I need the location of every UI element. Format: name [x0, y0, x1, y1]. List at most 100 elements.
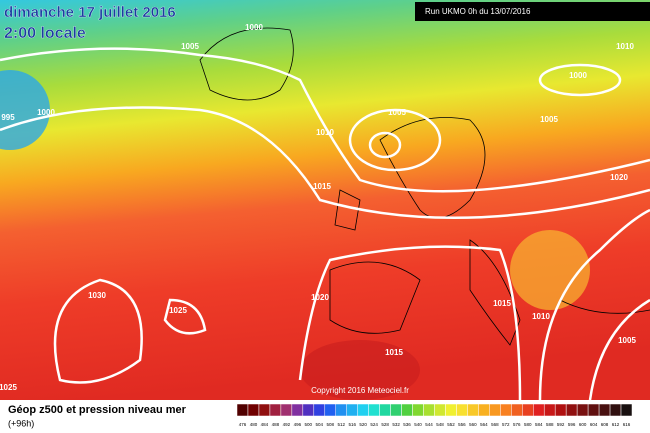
scale-label: 596: [568, 422, 576, 427]
legend-title: Géop z500 et pression niveau mer: [8, 404, 187, 416]
scale-label: 548: [436, 422, 444, 427]
scale-label: 616: [623, 422, 631, 427]
scale-label: 496: [294, 422, 302, 427]
scale-cell: [565, 403, 578, 417]
isobar-label: 995: [1, 113, 15, 122]
scale-cell: [445, 403, 457, 417]
scale-label: 600: [579, 422, 587, 427]
scale-cell: [434, 403, 446, 417]
isobar-label: 1020: [610, 173, 628, 182]
scale-label: 488: [272, 422, 280, 427]
isobar-label: 1005: [618, 336, 636, 345]
scale-label: 584: [535, 422, 543, 427]
scale-label: 604: [590, 422, 598, 427]
scale-cell: [500, 403, 512, 417]
scale-label: 476: [239, 422, 247, 427]
scale-cell: [423, 403, 435, 417]
scale-label: 504: [316, 422, 324, 427]
isobar-label: 1000: [37, 108, 55, 117]
scale-cell: [467, 403, 479, 417]
scale-cell: [412, 403, 424, 417]
scale-cell: [258, 403, 271, 417]
scale-label: 500: [305, 422, 313, 427]
scale-label: 564: [480, 422, 488, 427]
isobar-label: 1010: [616, 42, 634, 51]
scale-cell: [302, 403, 315, 417]
isobar-label: 1015: [385, 348, 403, 357]
scale-label: 532: [392, 422, 400, 427]
scale-label: 568: [491, 422, 499, 427]
scale-cell: [368, 403, 380, 417]
coastlines: [199, 27, 650, 346]
scale-cell: [620, 403, 633, 417]
hot-cell: [300, 340, 420, 400]
isobar-label: 1000: [245, 23, 263, 32]
isobar-label: 1000: [569, 71, 587, 80]
date-title: dimanche 17 juillet 2016: [4, 4, 176, 21]
scale-cell: [390, 403, 402, 417]
time-title: 2:00 locale: [4, 25, 86, 42]
scale-cell: [269, 403, 282, 417]
scale-cell: [335, 403, 347, 417]
scale-label: 536: [403, 422, 411, 427]
isobar-label: 1015: [493, 299, 511, 308]
scale-cell: [533, 403, 545, 417]
scale-label: 572: [502, 422, 510, 427]
isobar-label: 1015: [313, 182, 331, 191]
scale-label: 560: [469, 422, 477, 427]
scale-label: 580: [524, 422, 532, 427]
warm-cell: [510, 230, 590, 310]
scale-label: 520: [359, 422, 367, 427]
isobars: [0, 47, 650, 401]
scale-cell: [478, 403, 490, 417]
geopotential-field: [0, 0, 650, 400]
scale-cell: [543, 403, 556, 417]
scale-cell: [357, 403, 369, 417]
scale-label: 588: [546, 422, 554, 427]
isobar-label: 1020: [311, 293, 329, 302]
legend-subtitle: (+96h): [8, 418, 34, 428]
isobar-label: 1005: [388, 108, 406, 117]
copyright: Copyright 2016 Meteociel.fr: [311, 386, 409, 395]
run-banner: [415, 2, 650, 21]
scale-label: 508: [327, 422, 335, 427]
scale-cell: [313, 403, 326, 417]
scale-label: 556: [458, 422, 466, 427]
isobar-label: 1025: [0, 383, 17, 392]
isobar-label: 1010: [316, 128, 334, 137]
scale-label: 480: [250, 422, 258, 427]
scale-cell: [247, 403, 260, 417]
scale-cell: [522, 403, 534, 417]
run-info: Run UKMO 0h du 13/07/2016: [425, 7, 531, 16]
isobar-label: 1030: [88, 291, 106, 300]
scale-label: 612: [612, 422, 620, 427]
isobar-label: 1005: [540, 115, 558, 124]
low-cell: [0, 70, 50, 150]
scale-label: 484: [261, 422, 269, 427]
scale-cell: [379, 403, 391, 417]
scale-label: 540: [414, 422, 422, 427]
scale-label: 608: [601, 422, 609, 427]
scale-cell: [598, 403, 611, 417]
isobar-label: 1025: [169, 306, 187, 315]
scale-cell: [511, 403, 523, 417]
scale-cell: [324, 403, 336, 417]
scale-cell: [456, 403, 468, 417]
scale-label: 512: [337, 422, 345, 427]
scale-cell: [489, 403, 501, 417]
scale-cell: [609, 403, 622, 417]
scale-cell: [280, 403, 293, 417]
scale-cell: [346, 403, 358, 417]
scale-label: 516: [348, 422, 356, 427]
scale-label: 492: [283, 422, 291, 427]
scale-label: 544: [425, 422, 433, 427]
scale-label: 552: [447, 422, 455, 427]
scale-cell: [291, 403, 304, 417]
scale-label: 592: [557, 422, 565, 427]
scale-cell: [236, 403, 249, 417]
scale-label: 576: [513, 422, 521, 427]
scale-cell: [554, 403, 567, 417]
isobar-label: 1005: [181, 42, 199, 51]
scale-cell: [576, 403, 589, 417]
